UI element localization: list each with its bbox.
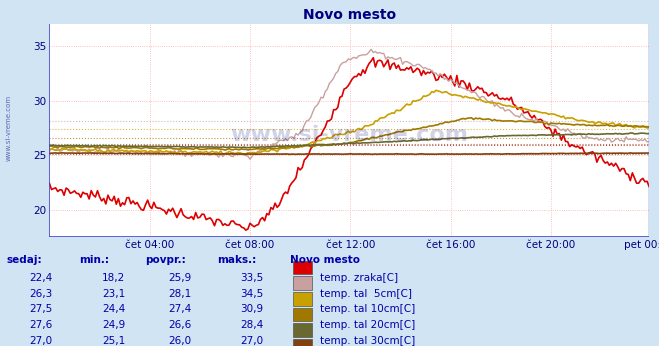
Text: 24,4: 24,4 bbox=[102, 304, 125, 315]
Text: temp. tal  5cm[C]: temp. tal 5cm[C] bbox=[320, 289, 412, 299]
Text: 28,1: 28,1 bbox=[168, 289, 191, 299]
Text: www.si-vreme.com: www.si-vreme.com bbox=[5, 95, 11, 161]
Text: maks.:: maks.: bbox=[217, 255, 257, 265]
Text: 25,9: 25,9 bbox=[168, 273, 191, 283]
Text: 24,9: 24,9 bbox=[102, 320, 125, 330]
Text: 26,6: 26,6 bbox=[168, 320, 191, 330]
Text: 22,4: 22,4 bbox=[30, 273, 53, 283]
Bar bbox=[293, 261, 312, 274]
Title: Novo mesto: Novo mesto bbox=[302, 8, 396, 22]
Text: 28,4: 28,4 bbox=[241, 320, 264, 330]
Text: temp. tal 30cm[C]: temp. tal 30cm[C] bbox=[320, 336, 415, 346]
Text: 27,4: 27,4 bbox=[168, 304, 191, 315]
Text: temp. zraka[C]: temp. zraka[C] bbox=[320, 273, 398, 283]
Bar bbox=[293, 323, 312, 337]
Text: 26,3: 26,3 bbox=[30, 289, 53, 299]
Text: 27,5: 27,5 bbox=[30, 304, 53, 315]
Text: min.:: min.: bbox=[79, 255, 109, 265]
Text: 27,0: 27,0 bbox=[30, 336, 53, 346]
Text: 25,1: 25,1 bbox=[102, 336, 125, 346]
Bar bbox=[293, 276, 312, 290]
Text: 27,6: 27,6 bbox=[30, 320, 53, 330]
Text: 18,2: 18,2 bbox=[102, 273, 125, 283]
Text: 27,0: 27,0 bbox=[241, 336, 264, 346]
Text: temp. tal 20cm[C]: temp. tal 20cm[C] bbox=[320, 320, 415, 330]
Text: temp. tal 10cm[C]: temp. tal 10cm[C] bbox=[320, 304, 415, 315]
Bar bbox=[293, 339, 312, 346]
Text: 23,1: 23,1 bbox=[102, 289, 125, 299]
Text: Novo mesto: Novo mesto bbox=[290, 255, 360, 265]
Text: 30,9: 30,9 bbox=[241, 304, 264, 315]
Bar bbox=[293, 308, 312, 321]
Text: 34,5: 34,5 bbox=[241, 289, 264, 299]
Text: 33,5: 33,5 bbox=[241, 273, 264, 283]
Text: 26,0: 26,0 bbox=[168, 336, 191, 346]
Text: povpr.:: povpr.: bbox=[145, 255, 186, 265]
Bar bbox=[293, 292, 312, 306]
Text: www.si-vreme.com: www.si-vreme.com bbox=[230, 125, 469, 145]
Text: sedaj:: sedaj: bbox=[7, 255, 42, 265]
